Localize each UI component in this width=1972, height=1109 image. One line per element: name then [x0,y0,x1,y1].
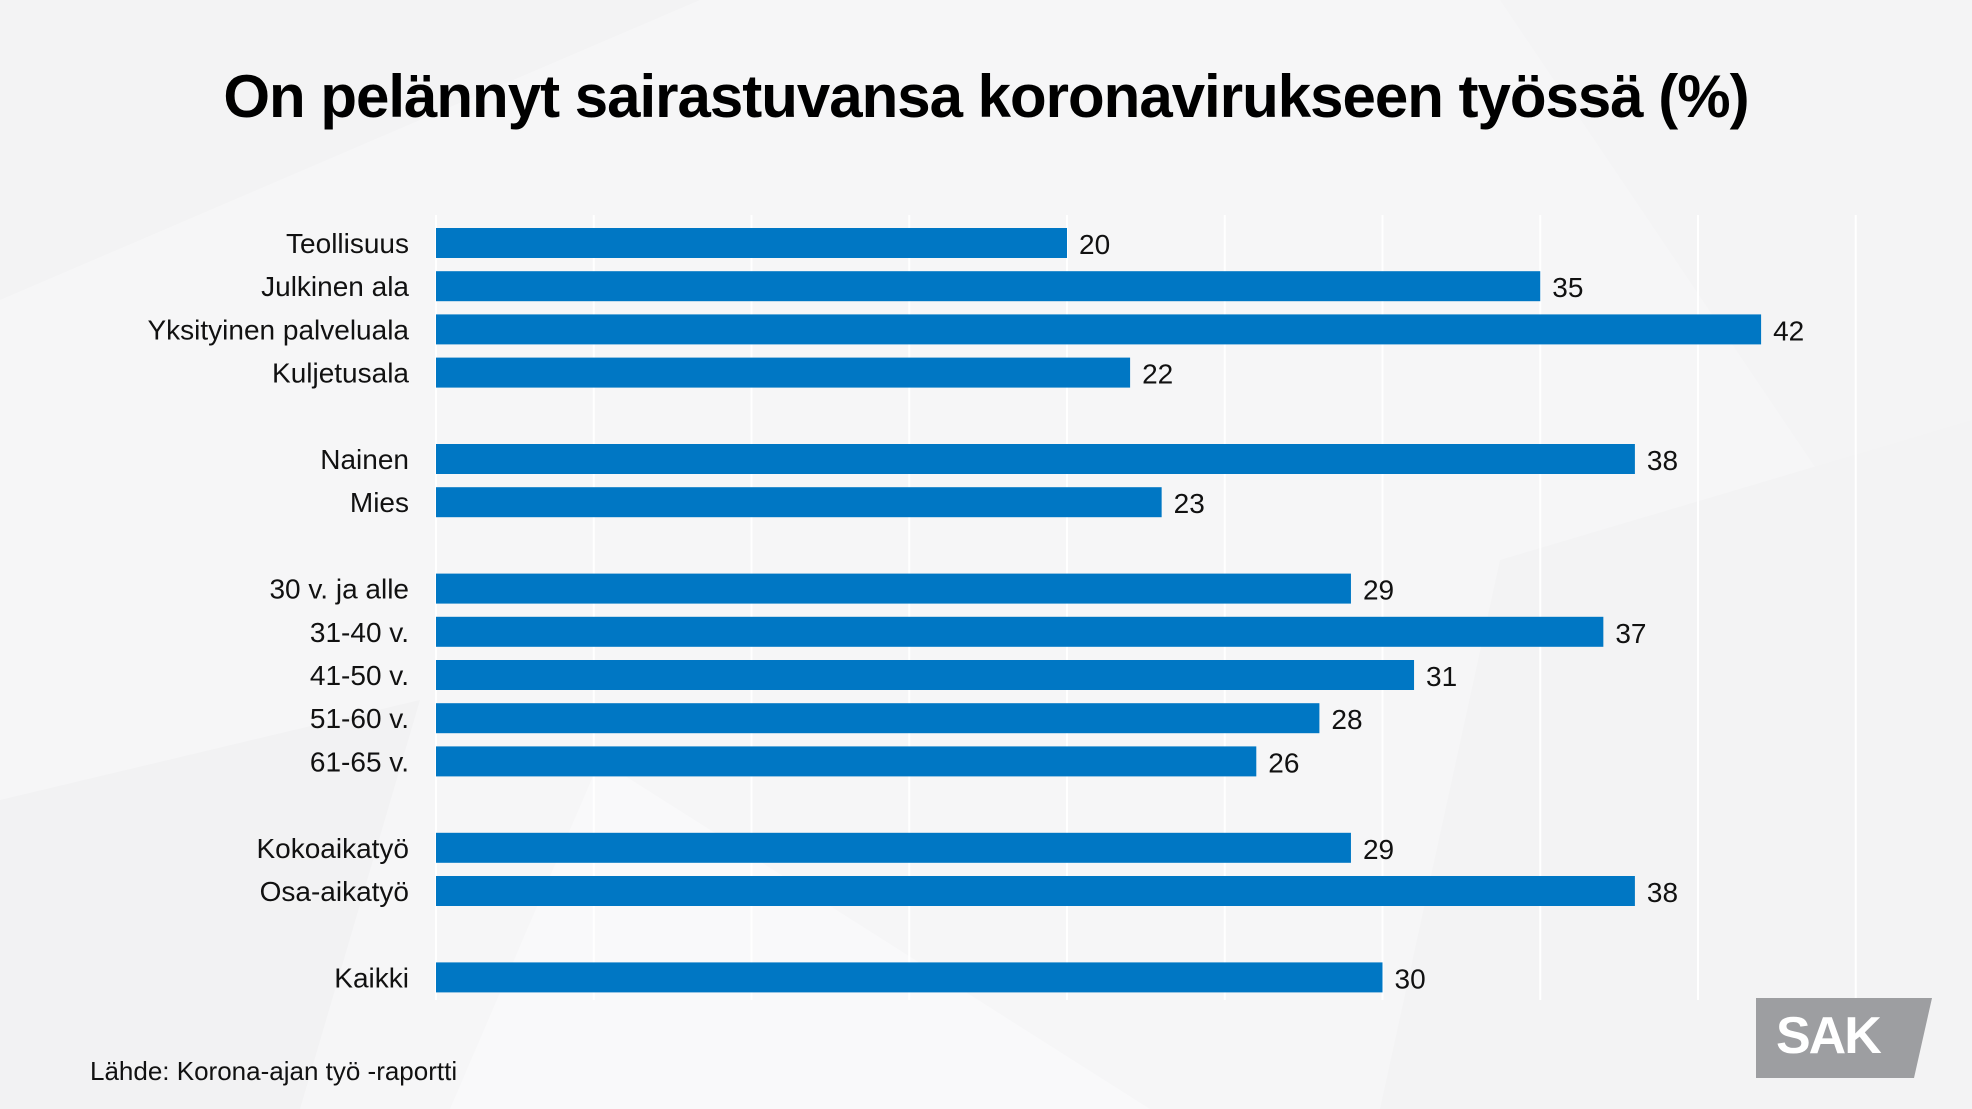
category-label: Julkinen ala [261,271,409,302]
bars [436,228,1762,993]
value-label: 38 [1647,445,1678,476]
value-label: 28 [1331,704,1362,735]
category-label: 41-50 v. [310,660,409,691]
value-label: 26 [1268,747,1299,778]
category-label: Kuljetusala [272,358,409,389]
value-labels: 20 35 42 22 38 23 29 37 31 28 26 29 38 30 [1079,229,1804,994]
value-label: 23 [1174,488,1205,519]
bar [436,703,1320,734]
category-label: Yksityinen palveluala [148,314,410,345]
category-label: Kokoaikatyö [256,833,409,864]
bar [436,314,1762,345]
category-label: 31-40 v. [310,617,409,648]
value-label: 22 [1142,359,1173,390]
category-label: 51-60 v. [310,703,409,734]
logo-shape [1756,998,1932,1078]
category-label: Mies [350,487,409,518]
category-label: Nainen [320,444,409,475]
value-label: 29 [1363,575,1394,606]
value-label: 42 [1773,315,1804,346]
value-label: 29 [1363,834,1394,865]
value-label: 20 [1079,229,1110,260]
bar [436,876,1635,906]
gridlines [435,215,1857,1000]
source-note: Lähde: Korona-ajan työ -raportti [90,1056,458,1086]
category-label: 30 v. ja alle [269,574,409,605]
sak-logo: SAK [1756,998,1932,1078]
value-label: 31 [1426,661,1457,692]
value-label: 30 [1395,963,1426,994]
bar [436,746,1257,777]
bar [436,444,1635,474]
bar [436,616,1604,647]
value-label: 35 [1552,272,1583,303]
logo-text: SAK [1776,1007,1882,1065]
category-label: Teollisuus [286,228,409,259]
bar [436,271,1541,302]
category-label: Osa-aikatyö [260,876,409,907]
category-labels: Teollisuus Julkinen ala Yksityinen palvelu… [148,228,410,993]
bar [436,962,1383,993]
bar [436,228,1067,258]
category-label: Kaikki [334,962,409,993]
value-label: 37 [1615,618,1646,649]
value-label: 38 [1647,877,1678,908]
bar [436,357,1131,388]
bar [436,660,1415,690]
chart-title: On pelännyt sairastuvansa koronaviruksee… [223,63,1749,130]
bar [436,832,1351,863]
bar [436,487,1162,518]
bar [436,573,1351,604]
category-label: 61-65 v. [310,746,409,777]
